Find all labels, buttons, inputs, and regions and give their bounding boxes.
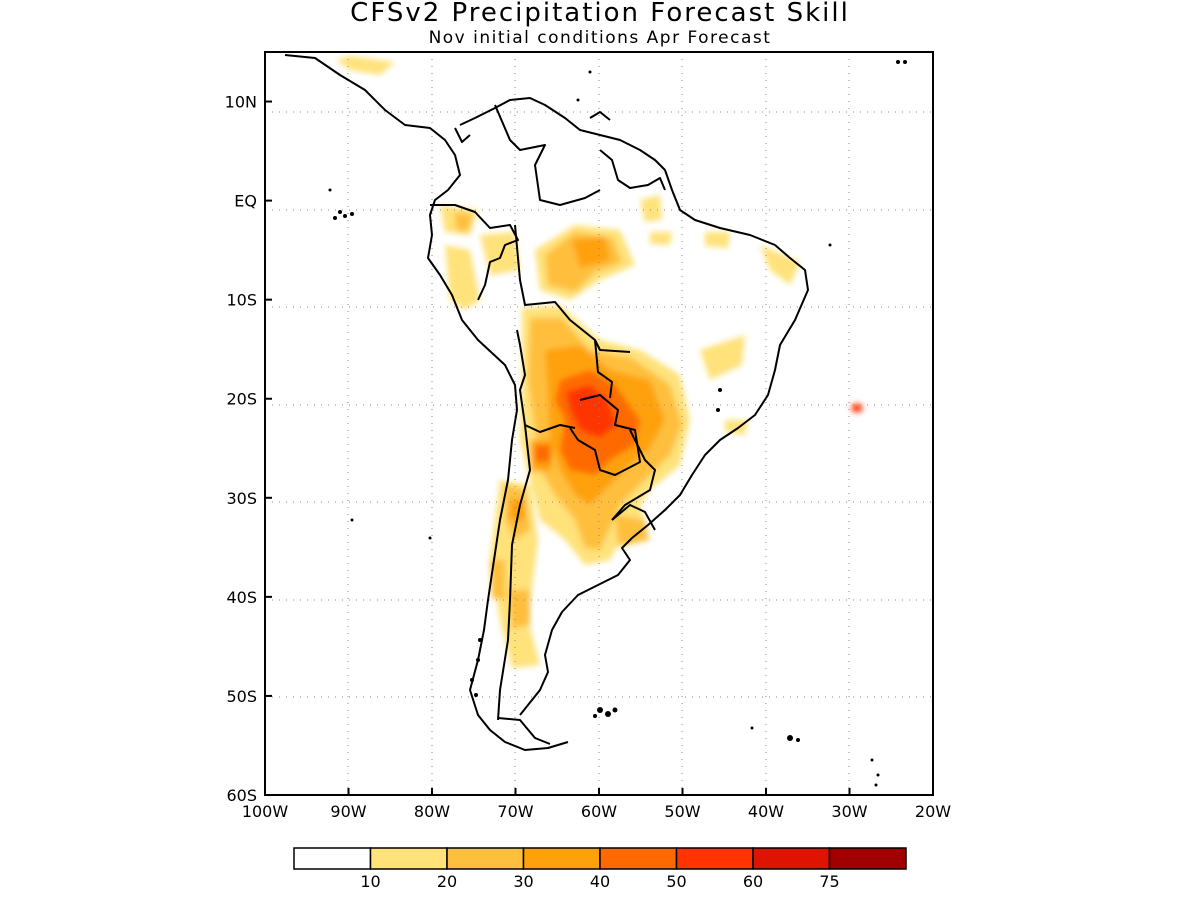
fuego-coast [497,717,551,745]
lon-tick-label: 50W [664,802,700,821]
border-colombia-venezuela [494,104,601,206]
lon-tick-label: 90W [330,802,366,821]
atlantic-coast [459,97,809,716]
graticule [265,52,933,795]
chart-subtitle: Nov initial conditions Apr Forecast [428,28,772,48]
islands [328,60,907,787]
orinoco-coast [589,111,611,121]
border-bolivia-chile [516,329,576,433]
lon-tick-label: 20W [915,802,951,821]
lon-tick-label: 60W [581,802,617,821]
border-bolivia-brazil [594,339,613,399]
colorbar: 10 20 30 40 50 60 75 [293,847,907,891]
longitude-axis: 100W 90W 80W 70W 60W 50W 40W 30W 20W [242,788,951,821]
coastlines [284,54,809,751]
lat-tick-label: 10N [225,93,257,112]
lon-tick-label: 70W [497,802,533,821]
lon-tick-label: 80W [414,802,450,821]
borders [430,104,666,721]
colorbar-label: 20 [437,872,457,891]
colorbar-swatch [369,847,448,870]
colorbar-label: 10 [360,872,380,891]
latitude-axis: 10N EQ 10S 20S 30S 40S 50S 60S [225,93,272,805]
skill-shading [336,56,862,668]
central-america-coast [284,54,569,751]
border-colombia-ecuador-peru [430,204,519,301]
colorbar-swatch [828,847,907,870]
colorbar-label: 50 [666,872,686,891]
colorbar-swatch [752,847,831,870]
colorbar-label: 60 [743,872,763,891]
colorbar-swatch [446,847,525,870]
border-argentina-chile [497,424,531,721]
colorbar-label: 75 [819,872,839,891]
lon-tick-label: 40W [748,802,784,821]
border-brazil-peru-bolivia [514,224,631,353]
border-guyanas [599,149,666,191]
lat-tick-label: EQ [234,192,257,211]
lat-tick-label: 40S [226,588,257,607]
lat-tick-label: 50S [226,687,257,706]
colorbar-swatch [599,847,678,870]
colorbar-swatch [675,847,754,870]
lat-tick-label: 60S [226,786,257,805]
border-argentina-paraguay-brazil [611,429,656,521]
border-paraguay [569,394,641,476]
lat-tick-label: 20S [226,390,257,409]
caribbean-coast [454,127,471,143]
colorbar-swatch [522,847,601,870]
colorbar-swatch [293,847,372,870]
chart-title: CFSv2 Precipitation Forecast Skill [350,0,850,28]
lat-tick-label: 10S [226,291,257,310]
colorbar-label: 30 [513,872,533,891]
lon-tick-label: 30W [831,802,867,821]
lon-tick-label: 100W [242,802,289,821]
lat-tick-label: 30S [226,489,257,508]
border-uruguay [611,504,656,531]
colorbar-label: 40 [590,872,610,891]
